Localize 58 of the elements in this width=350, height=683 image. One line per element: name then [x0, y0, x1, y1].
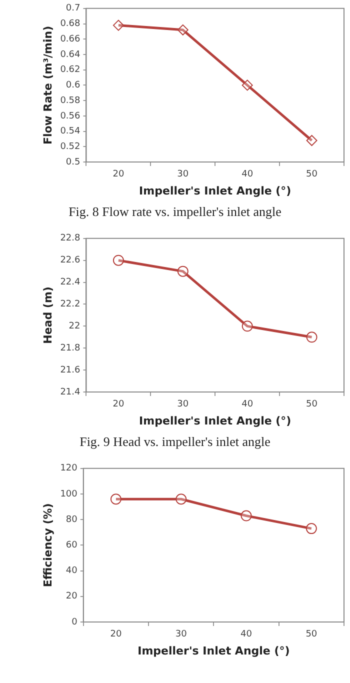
y-tick-label: 22.4 — [60, 278, 81, 288]
y-tick-label: 0.56 — [60, 111, 81, 122]
y-tick-label: 80 — [66, 514, 78, 525]
x-tick-label: 20 — [110, 630, 122, 640]
x-tick-label: 50 — [306, 630, 318, 640]
point — [177, 266, 188, 277]
point — [306, 134, 318, 146]
y-tick-label: 0.64 — [60, 50, 81, 60]
y-tick-label: 21.6 — [60, 365, 81, 376]
x-axis-title: Impeller's Inlet Angle (°) — [139, 184, 292, 198]
y-tick-label: 22.8 — [60, 234, 81, 244]
y-tick-label: 0.58 — [60, 96, 81, 106]
y-tick-label: 22 — [68, 322, 80, 332]
x-tick-label: 40 — [242, 400, 254, 410]
y-axis-title: Flow Rate (m³/min) — [41, 26, 54, 145]
x-tick-label: 20 — [112, 170, 124, 180]
x-tick-label: 40 — [240, 630, 252, 640]
caption: Fig. 9 Head vs. impeller's inlet angle — [78, 434, 272, 450]
y-tick-label: 0.6 — [66, 80, 80, 91]
point — [176, 494, 187, 505]
x-tick-label: 30 — [175, 630, 188, 640]
point — [177, 24, 188, 36]
y-tick-label: 0.5 — [66, 157, 80, 168]
x-tick-label: 20 — [112, 400, 124, 410]
y-axis-title: Efficiency (%) — [41, 503, 54, 588]
point — [240, 510, 252, 522]
y-tick-label: 22.2 — [60, 300, 80, 310]
y-tick-label: 0.68 — [60, 19, 81, 30]
x-tick-label: 40 — [242, 170, 254, 180]
y-tick-label: 120 — [60, 464, 78, 474]
y-tick-label: 21.8 — [60, 343, 81, 354]
caption: Fig. 8 Flow rate vs. impeller's inlet angle — [68, 204, 282, 220]
y-tick-label: 22.6 — [60, 256, 81, 266]
point — [242, 320, 253, 332]
y-tick-label: 0.66 — [60, 34, 81, 44]
y-tick-label: 0.7 — [66, 4, 80, 14]
y-tick-label: 0 — [72, 617, 78, 628]
y-tick-label: 0.52 — [60, 142, 80, 152]
point — [112, 254, 124, 266]
y-tick-label: 21.4 — [60, 387, 81, 398]
y-axis-title: Head (m) — [41, 286, 54, 344]
x-tick-label: 50 — [306, 400, 318, 410]
y-tick-label: 0.54 — [60, 126, 81, 137]
point — [306, 332, 318, 343]
point — [306, 523, 317, 534]
x-axis-title: Impeller's Inlet Angle (°) — [139, 414, 292, 428]
y-tick-label: 40 — [66, 566, 78, 576]
x-tick-label: 50 — [306, 170, 318, 180]
point — [112, 20, 124, 31]
x-tick-label: 30 — [177, 170, 189, 180]
x-tick-label: 30 — [177, 400, 189, 410]
y-tick-label: 100 — [60, 489, 78, 500]
y-tick-label: 0.62 — [60, 65, 80, 76]
point — [242, 80, 253, 91]
x-axis-title: Impeller's Inlet Angle (°) — [138, 644, 290, 658]
y-tick-label: 20 — [66, 592, 78, 602]
point — [110, 494, 122, 505]
y-tick-label: 60 — [66, 540, 78, 551]
